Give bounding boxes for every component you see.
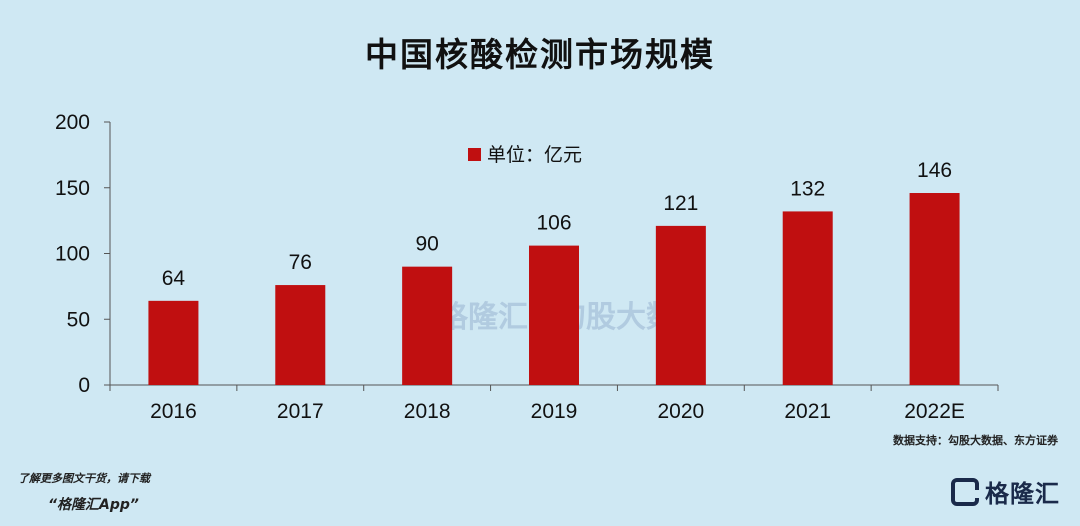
x-tick-label: 2021 <box>784 400 831 423</box>
brand-name: 格隆汇 <box>985 480 1060 508</box>
y-tick-label: 50 <box>67 308 90 331</box>
bar <box>275 285 326 385</box>
x-tick-label: 2020 <box>657 400 704 423</box>
bar <box>782 211 833 385</box>
watermark-gelonghui: 格隆汇 <box>438 300 528 335</box>
y-tick-label: 0 <box>78 374 90 397</box>
data-label: 121 <box>663 192 698 215</box>
data-label: 146 <box>917 159 952 182</box>
data-label: 76 <box>289 251 312 274</box>
x-tick-label: 2017 <box>277 400 324 423</box>
bar-chart: 0 50 100 150 200 64 2016 76 2017 90 2018 106 2019 121… <box>55 111 999 423</box>
y-tick-label: 100 <box>55 243 90 266</box>
bar <box>148 300 199 385</box>
footer-note: 了解更多图文干货，请下载 <box>18 472 150 485</box>
x-tick-label: 2022E <box>904 400 965 423</box>
legend-swatch <box>468 148 481 161</box>
logo-icon <box>951 477 979 506</box>
footer-app-name: “格隆汇App” <box>48 497 139 513</box>
y-tick-label: 200 <box>55 111 90 134</box>
x-tick-label: 2019 <box>531 400 578 423</box>
bar <box>402 266 453 385</box>
x-tick-label: 2016 <box>150 400 197 423</box>
legend-label: 单位：亿元 <box>487 144 582 166</box>
brand-logo: 格隆汇 <box>951 474 1060 509</box>
source-note: 数据支持：勾股大数据、东方证券 <box>893 434 1058 447</box>
bar <box>529 245 579 385</box>
data-label: 64 <box>162 267 186 290</box>
y-tick-label: 150 <box>55 177 90 200</box>
data-label: 132 <box>790 177 825 200</box>
data-label: 90 <box>415 233 438 256</box>
bar <box>909 193 960 385</box>
x-tick-label: 2018 <box>404 400 451 423</box>
data-label: 106 <box>536 212 571 235</box>
bar <box>655 225 706 385</box>
chart-title: 中国核酸检测市场规模 <box>365 35 715 74</box>
